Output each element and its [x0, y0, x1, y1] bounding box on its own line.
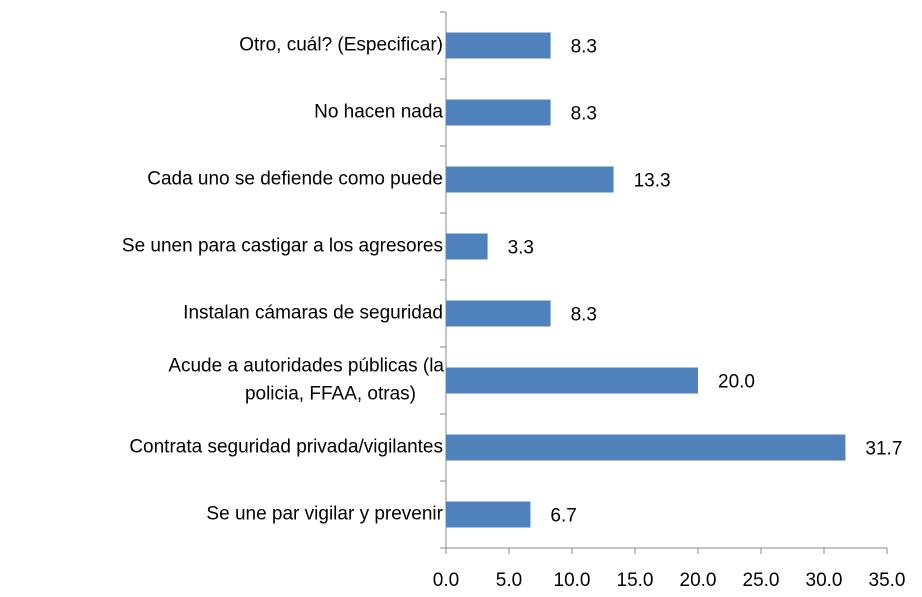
x-tick-label: 15.0 — [617, 570, 654, 591]
y-tick-label: Instalan cámaras de seguridad — [183, 303, 443, 324]
value-label: 8.3 — [571, 305, 597, 326]
bar — [446, 166, 614, 193]
value-label: 13.3 — [634, 171, 671, 192]
x-tick-label: 20.0 — [680, 570, 717, 591]
y-tick-label: Otro, cuál? (Especificar) — [239, 35, 443, 56]
value-label: 6.7 — [550, 506, 576, 527]
bar — [446, 300, 551, 327]
value-label: 20.0 — [718, 372, 755, 393]
bar — [446, 233, 488, 260]
y-tick-label: No hacen nada — [314, 102, 443, 123]
bar — [446, 367, 698, 394]
value-label: 8.3 — [571, 104, 597, 125]
x-tick-label: 25.0 — [743, 570, 780, 591]
x-tick-label: 5.0 — [496, 570, 522, 591]
y-tick-label: Se unen para castigar a los agresores — [122, 236, 443, 257]
x-tick-label: 0.0 — [433, 570, 459, 591]
value-label: 3.3 — [508, 238, 534, 259]
bar — [446, 434, 846, 461]
x-tick-label: 10.0 — [554, 570, 591, 591]
bar — [446, 99, 551, 126]
y-tick-label: Contrata seguridad privada/vigilantes — [129, 437, 443, 458]
x-tick-label: 30.0 — [806, 570, 843, 591]
bar — [446, 32, 551, 59]
y-tick-label: Acude a autoridades públicas (la policia,… — [168, 356, 444, 405]
value-label: 8.3 — [571, 37, 597, 58]
y-tick-label: Se une par vigilar y prevenir — [206, 504, 443, 525]
y-tick-label: Cada uno se defiende como puede — [147, 169, 443, 190]
value-label: 31.7 — [865, 439, 902, 460]
bar — [446, 501, 531, 528]
x-tick-label: 35.0 — [869, 570, 906, 591]
